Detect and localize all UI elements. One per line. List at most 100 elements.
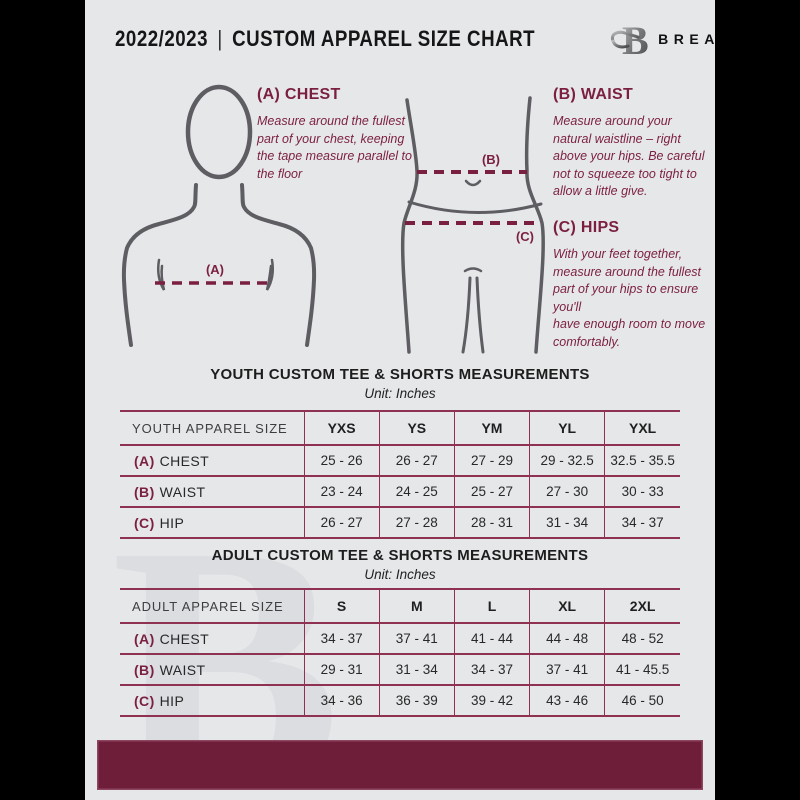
cell: 25 - 27	[453, 476, 530, 508]
cell: 26 - 27	[303, 507, 380, 539]
waist-guide: (B) WAIST Measure around your natural wa…	[553, 86, 708, 201]
waist-description: Measure around your natural waistline – …	[553, 114, 705, 198]
waist-marker-label: (B)	[482, 152, 500, 167]
size-chart-document: B 2022/2023 | CUSTOM APPAREL SIZE CHART B …	[85, 0, 715, 800]
row-label: CHEST	[159, 630, 210, 647]
cell: 48 - 52	[604, 623, 680, 655]
cell: 25 - 26	[303, 445, 380, 477]
row-header: (A) CHEST	[120, 445, 304, 477]
row-label: WAIST	[159, 661, 206, 678]
cell: 31 - 34	[378, 654, 455, 686]
svg-text:B: B	[622, 18, 649, 62]
cell: 34 - 36	[303, 685, 380, 717]
column-header: YS	[378, 410, 455, 446]
cell: 28 - 31	[453, 507, 530, 539]
cell: 41 - 45.5	[604, 654, 680, 686]
figure-right-shoulder-arm	[240, 183, 317, 347]
column-header: M	[378, 588, 455, 624]
row-header: (A) CHEST	[120, 623, 304, 655]
cell: 36 - 39	[378, 685, 455, 717]
cell: 29 - 32.5	[529, 445, 605, 477]
table-row: (C) HIP 26 - 27 27 - 28 28 - 31 31 - 34 3…	[120, 507, 680, 539]
waist-heading: (B) WAIST	[553, 86, 634, 103]
row-header: (B) WAIST	[120, 476, 304, 508]
hips-description: With your feet together, measure around …	[553, 247, 706, 349]
table-row: (B) WAIST 23 - 24 24 - 25 25 - 27 27 - 30…	[120, 476, 680, 508]
cell: 39 - 42	[453, 685, 530, 717]
row-marker: (A)	[134, 452, 155, 469]
cell: 46 - 50	[604, 685, 680, 717]
cell: 34 - 37	[604, 507, 680, 539]
cell: 34 - 37	[303, 623, 380, 655]
cell: 30 - 33	[604, 476, 680, 508]
column-header: S	[303, 588, 380, 624]
cell: 27 - 29	[453, 445, 530, 477]
chest-heading: (A) CHEST	[257, 86, 341, 103]
row-marker: (C)	[134, 692, 155, 709]
row-marker: (B)	[134, 661, 155, 678]
cell: 31 - 34	[529, 507, 605, 539]
column-header: YL	[529, 410, 605, 446]
table-row: (B) WAIST 29 - 31 31 - 34 34 - 37 37 - 41…	[120, 654, 680, 686]
cell: 37 - 41	[529, 654, 605, 686]
cell: 43 - 46	[529, 685, 605, 717]
chest-diagram: (A)	[121, 84, 317, 347]
breakaway-logo-icon: B	[611, 18, 649, 62]
footer-bar	[97, 740, 703, 790]
figure-left-side	[400, 98, 419, 354]
row-header: (C) HIP	[120, 685, 304, 717]
row-marker: (B)	[134, 483, 155, 500]
hips-guide: (C) HIPS With your feet together, measur…	[553, 219, 715, 351]
cell: 29 - 31	[303, 654, 380, 686]
header: 2022/2023 | CUSTOM APPAREL SIZE CHART B BR…	[85, 0, 715, 64]
hips-heading: (C) HIPS	[553, 219, 620, 236]
column-header: 2XL	[604, 588, 680, 624]
row-marker: (A)	[134, 630, 155, 647]
cell: 27 - 28	[378, 507, 455, 539]
chest-description: Measure around the fullest part of your …	[257, 114, 412, 181]
figure-navel	[464, 179, 482, 187]
cell: 34 - 37	[453, 654, 530, 686]
table-row: (A) CHEST 25 - 26 26 - 27 27 - 29 29 - 32…	[120, 445, 680, 477]
cell: 27 - 30	[529, 476, 605, 508]
header-divider: |	[217, 26, 223, 51]
figure-left-shoulder-arm	[121, 183, 198, 347]
brand: B BREAKAWAY	[609, 16, 715, 62]
column-header: YXL	[604, 410, 680, 446]
column-header: YM	[453, 410, 530, 446]
column-header: XL	[529, 588, 605, 624]
row-label: WAIST	[159, 483, 206, 500]
chest-marker-label: (A)	[206, 262, 224, 277]
row-header: (B) WAIST	[120, 654, 304, 686]
table-row: (C) HIP 34 - 36 36 - 39 39 - 42 43 - 46 4…	[120, 685, 680, 717]
column-header: L	[453, 588, 530, 624]
cell: 37 - 41	[378, 623, 455, 655]
adult-section-title: ADULT CUSTOM TEE & SHORTS MEASUREMENTS	[211, 547, 589, 564]
row-marker: (C)	[134, 514, 155, 531]
cell: 32.5 - 35.5	[604, 445, 680, 477]
figure-hip-crease	[407, 200, 543, 214]
row-header: (C) HIP	[120, 507, 304, 539]
figure-right-side	[524, 96, 545, 354]
hips-marker-label: (C)	[516, 229, 534, 244]
cell: 41 - 44	[453, 623, 530, 655]
figure-right-armpit	[265, 258, 275, 291]
figure-left-inner-leg	[461, 276, 472, 354]
waist-hips-diagram: (B) (C)	[400, 96, 545, 354]
row-label: HIP	[159, 692, 185, 709]
header-year: 2022/2023	[115, 26, 208, 51]
page-title: 2022/2023 | CUSTOM APPAREL SIZE CHART	[115, 26, 535, 52]
column-header: YOUTH APPAREL SIZE	[120, 410, 304, 446]
figure-left-armpit	[156, 258, 166, 291]
figure-crotch	[463, 267, 483, 273]
adult-size-table: ADULT APPAREL SIZE S M L XL 2XL (A) CHEST…	[120, 588, 680, 717]
row-label: CHEST	[159, 452, 210, 469]
column-header: ADULT APPAREL SIZE	[120, 588, 304, 624]
cell: 24 - 25	[378, 476, 455, 508]
youth-unit-label: Unit: Inches	[364, 386, 436, 401]
adult-unit-label: Unit: Inches	[364, 567, 436, 582]
youth-size-table: YOUTH APPAREL SIZE YXS YS YM YL YXL (A) C…	[120, 410, 680, 539]
chest-guide: (A) CHEST Measure around the fullest par…	[257, 86, 419, 183]
cell: 26 - 27	[378, 445, 455, 477]
